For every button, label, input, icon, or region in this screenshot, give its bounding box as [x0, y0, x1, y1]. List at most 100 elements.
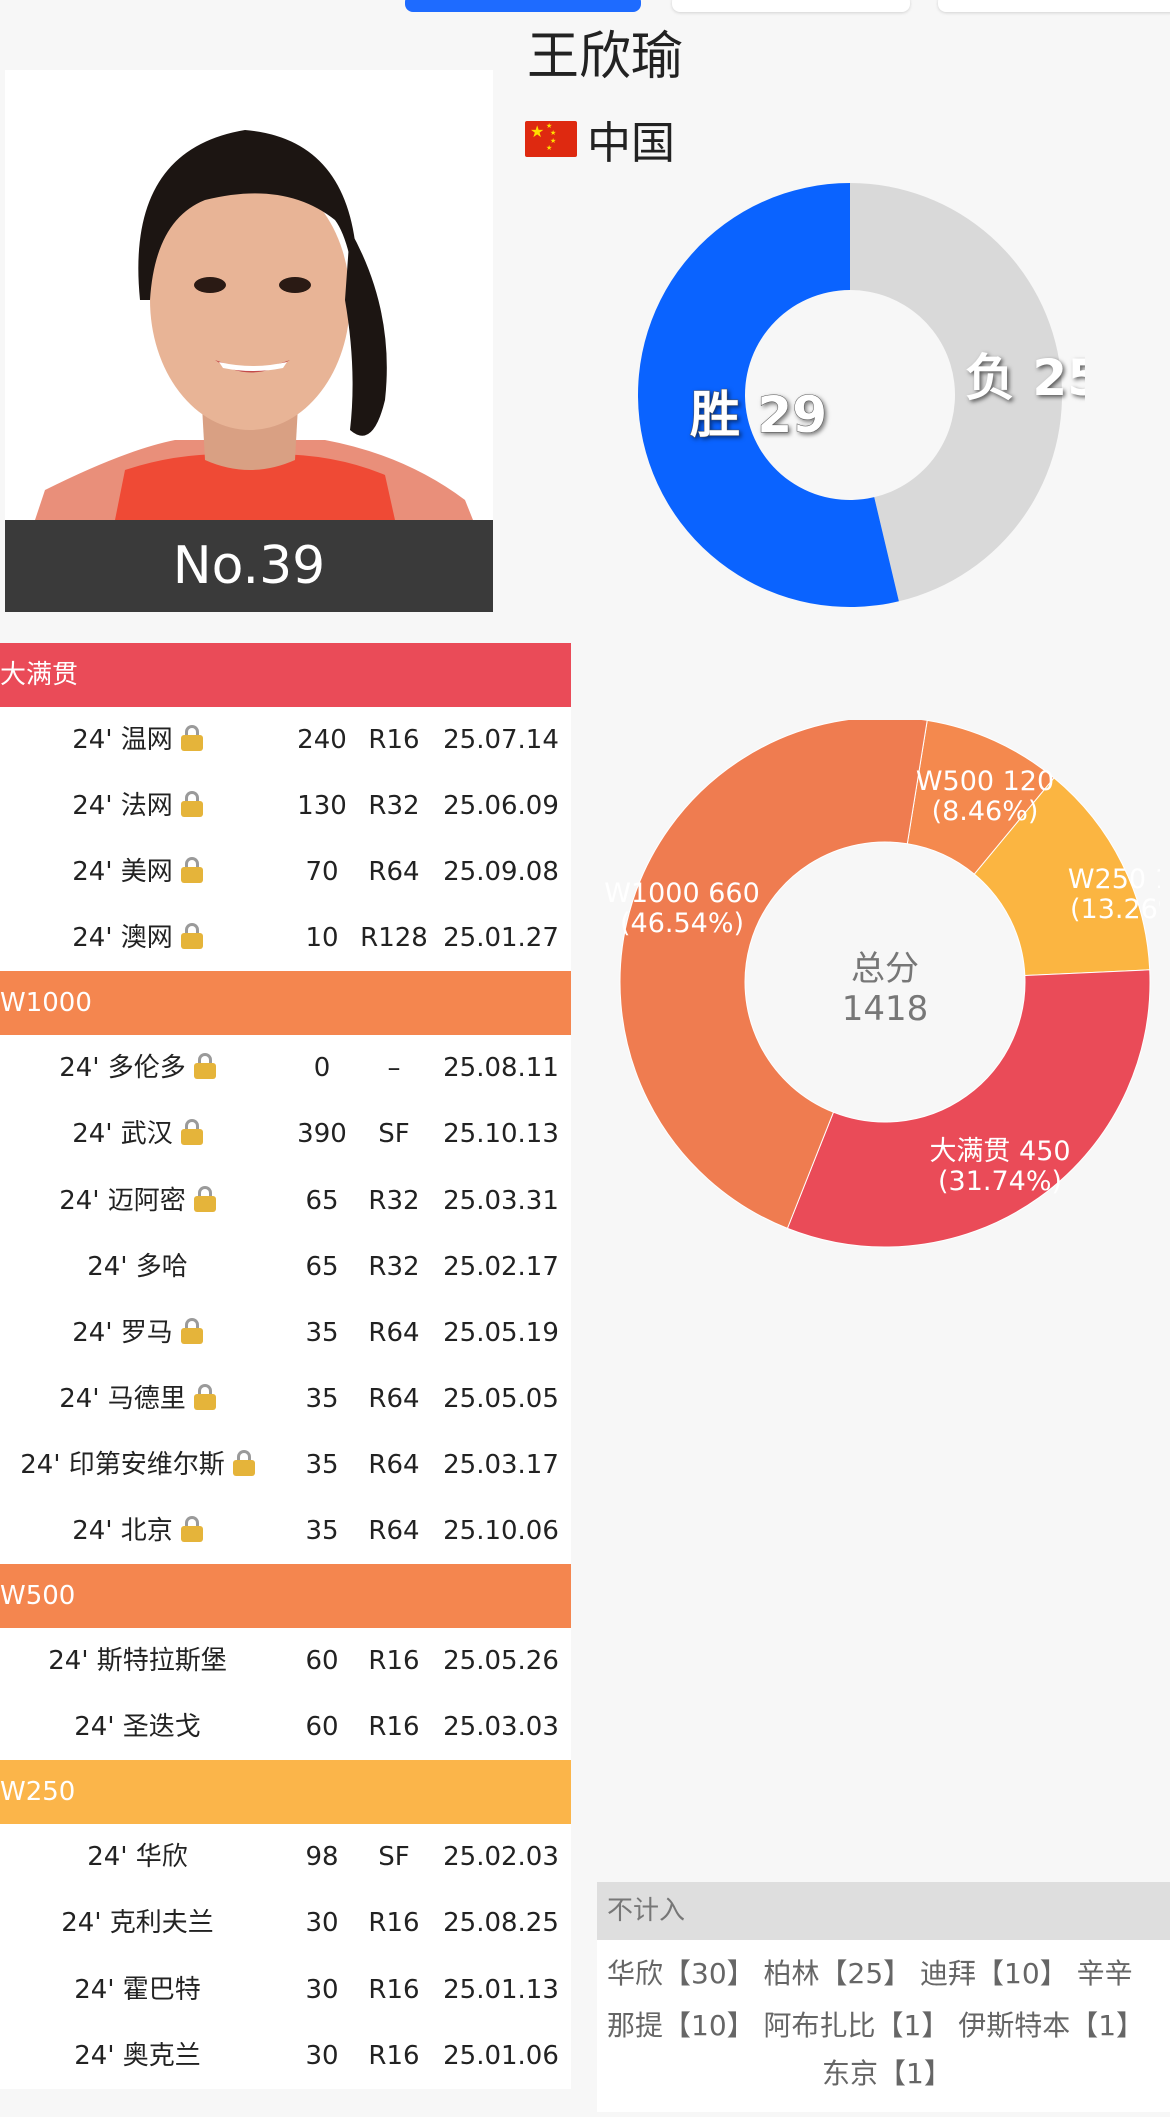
- points-cell: 30: [272, 1890, 372, 1956]
- losses-label: 负 25: [965, 349, 1085, 407]
- tournament-name: 24' 印第安维尔斯: [0, 1432, 275, 1498]
- tab-3[interactable]: [938, 0, 1170, 12]
- slice-percent: (46.54%): [620, 908, 744, 939]
- slice-grand-slam: [786, 969, 1151, 1248]
- tournament-name-text: 24' 温网: [72, 725, 173, 755]
- table-row[interactable]: 24' 温网 240 R16 25.07.14: [0, 707, 571, 773]
- drop-date-cell: 25.01.06: [430, 2023, 572, 2089]
- points-cell-text: 30: [305, 2040, 339, 2071]
- round-cell: R16: [350, 1890, 438, 1956]
- points-breakdown-table: 大满贯 24' 温网 240 R16 25.07.14 24' 法网 130 R32 25.06…: [0, 643, 571, 2089]
- table-row[interactable]: 24' 罗马 35 R64 25.05.19: [0, 1300, 571, 1366]
- table-row[interactable]: 24' 圣迭戈 60 R16 25.03.03: [0, 1694, 571, 1760]
- player-country: ★ ★ ★ ★ ★ 中国: [525, 112, 675, 169]
- round-cell: R16: [350, 1694, 438, 1760]
- tournament-name: 24' 奥克兰: [0, 2023, 275, 2089]
- points-cell: 10: [272, 905, 372, 971]
- drop-date-cell: 25.03.03: [430, 1694, 572, 1760]
- drop-date-cell: 25.06.09: [430, 773, 572, 839]
- round-cell: R64: [350, 1300, 438, 1366]
- drop-date-cell: 25.01.13: [430, 1957, 572, 2023]
- table-row[interactable]: 24' 多伦多 0 – 25.08.11: [0, 1035, 571, 1101]
- excluded-line-3: 东京【1】: [822, 2057, 952, 2090]
- round-cell: R32: [350, 1234, 438, 1300]
- drop-date-cell-text: 25.09.08: [443, 857, 559, 888]
- table-row[interactable]: 24' 霍巴特 30 R16 25.01.13: [0, 1957, 571, 2023]
- drop-date-cell: 25.08.25: [430, 1890, 572, 1956]
- points-cell: 30: [272, 1957, 372, 2023]
- points-cell: 35: [272, 1300, 372, 1366]
- excluded-line-2: 那提【10】 阿布扎比【1】 伊斯特本【1】: [607, 2009, 1145, 2042]
- round-cell-text: SF: [378, 1842, 410, 1873]
- points-slices: [619, 720, 1151, 1248]
- drop-date-cell-text: 25.01.06: [443, 2040, 559, 2071]
- round-cell: R16: [350, 1628, 438, 1694]
- table-row[interactable]: 24' 北京 35 R64 25.10.06: [0, 1498, 571, 1564]
- round-cell-text: R16: [368, 725, 420, 755]
- points-cell-text: 390: [297, 1119, 347, 1150]
- table-row[interactable]: 24' 斯特拉斯堡 60 R16 25.05.26: [0, 1628, 571, 1694]
- table-row[interactable]: 24' 法网 130 R32 25.06.09: [0, 773, 571, 839]
- table-row[interactable]: 24' 马德里 35 R64 25.05.05: [0, 1366, 571, 1432]
- round-cell: R16: [350, 2023, 438, 2089]
- points-cell: 60: [272, 1628, 372, 1694]
- drop-date-cell: 25.01.27: [430, 905, 572, 971]
- tournament-name: 24' 圣迭戈: [0, 1694, 275, 1760]
- round-cell: R64: [350, 1432, 438, 1498]
- player-name: 王欣瑜: [526, 27, 683, 87]
- slice-w1000: [619, 720, 928, 1230]
- round-cell-text: R16: [368, 1908, 420, 1939]
- points-cell-text: 240: [297, 725, 347, 755]
- table-row[interactable]: 24' 多哈 65 R32 25.02.17: [0, 1234, 571, 1300]
- points-cell-text: 60: [305, 1712, 339, 1743]
- round-cell: SF: [350, 1824, 438, 1890]
- slice-label: 大满贯 450: [929, 1136, 1070, 1167]
- slice-percent: (13.26%): [1070, 894, 1160, 925]
- drop-date-cell-text: 25.02.03: [443, 1842, 559, 1873]
- round-cell-text: R16: [368, 1712, 420, 1743]
- tournament-name: 24' 多伦多: [0, 1035, 275, 1101]
- table-row[interactable]: 24' 印第安维尔斯 35 R64 25.03.17: [0, 1432, 571, 1498]
- tournament-name-text: 24' 罗马: [72, 1317, 173, 1348]
- tournament-name-text: 24' 法网: [72, 791, 173, 822]
- table-row[interactable]: 24' 克利夫兰 30 R16 25.08.25: [0, 1890, 571, 1956]
- tournament-name: 24' 澳网: [0, 905, 275, 971]
- drop-date-cell: 25.03.31: [430, 1168, 572, 1234]
- tournament-name: 24' 武汉: [0, 1101, 275, 1167]
- table-row[interactable]: 24' 武汉 390 SF 25.10.13: [0, 1101, 571, 1167]
- round-cell-text: R64: [368, 1383, 420, 1414]
- table-row[interactable]: 24' 澳网 10 R128 25.01.27: [0, 905, 571, 971]
- drop-date-cell-text: 25.01.13: [443, 1974, 559, 2005]
- points-cell: 65: [272, 1234, 372, 1300]
- drop-date-cell: 25.02.17: [430, 1234, 572, 1300]
- tournament-name-text: 24' 华欣: [87, 1842, 188, 1873]
- points-cell: 35: [272, 1498, 372, 1564]
- table-row[interactable]: 24' 美网 70 R64 25.09.08: [0, 839, 571, 905]
- top-tab-bar: [0, 0, 1170, 12]
- points-cell-text: 35: [305, 1516, 339, 1547]
- points-cell-text: 30: [305, 1908, 339, 1939]
- points-cell-text: 98: [305, 1842, 339, 1873]
- slice-percent: (31.74%): [938, 1166, 1062, 1197]
- points-cell-text: 130: [297, 791, 347, 822]
- lock-icon: [180, 791, 203, 818]
- points-cell: 390: [272, 1101, 372, 1167]
- points-cell: 240: [272, 707, 372, 773]
- tournament-name-text: 24' 美网: [72, 857, 173, 888]
- tournament-name-text: 24' 圣迭戈: [74, 1712, 201, 1743]
- tournament-name: 24' 多哈: [0, 1234, 275, 1300]
- round-cell: R32: [350, 1168, 438, 1234]
- country-name: 中国: [587, 118, 675, 169]
- table-row[interactable]: 24' 华欣 98 SF 25.02.03: [0, 1824, 571, 1890]
- table-row[interactable]: 24' 奥克兰 30 R16 25.01.06: [0, 2023, 571, 2089]
- round-cell: R64: [350, 1366, 438, 1432]
- lock-icon: [193, 1053, 216, 1080]
- drop-date-cell: 25.05.26: [430, 1628, 572, 1694]
- tournament-name-text: 24' 多哈: [87, 1251, 188, 1282]
- tab-active[interactable]: [405, 0, 641, 12]
- round-cell-text: R32: [368, 1185, 420, 1216]
- tab-2[interactable]: [672, 0, 910, 12]
- table-row[interactable]: 24' 迈阿密 65 R32 25.03.31: [0, 1168, 571, 1234]
- player-photo: [5, 70, 493, 520]
- section-header: W250: [0, 1760, 571, 1825]
